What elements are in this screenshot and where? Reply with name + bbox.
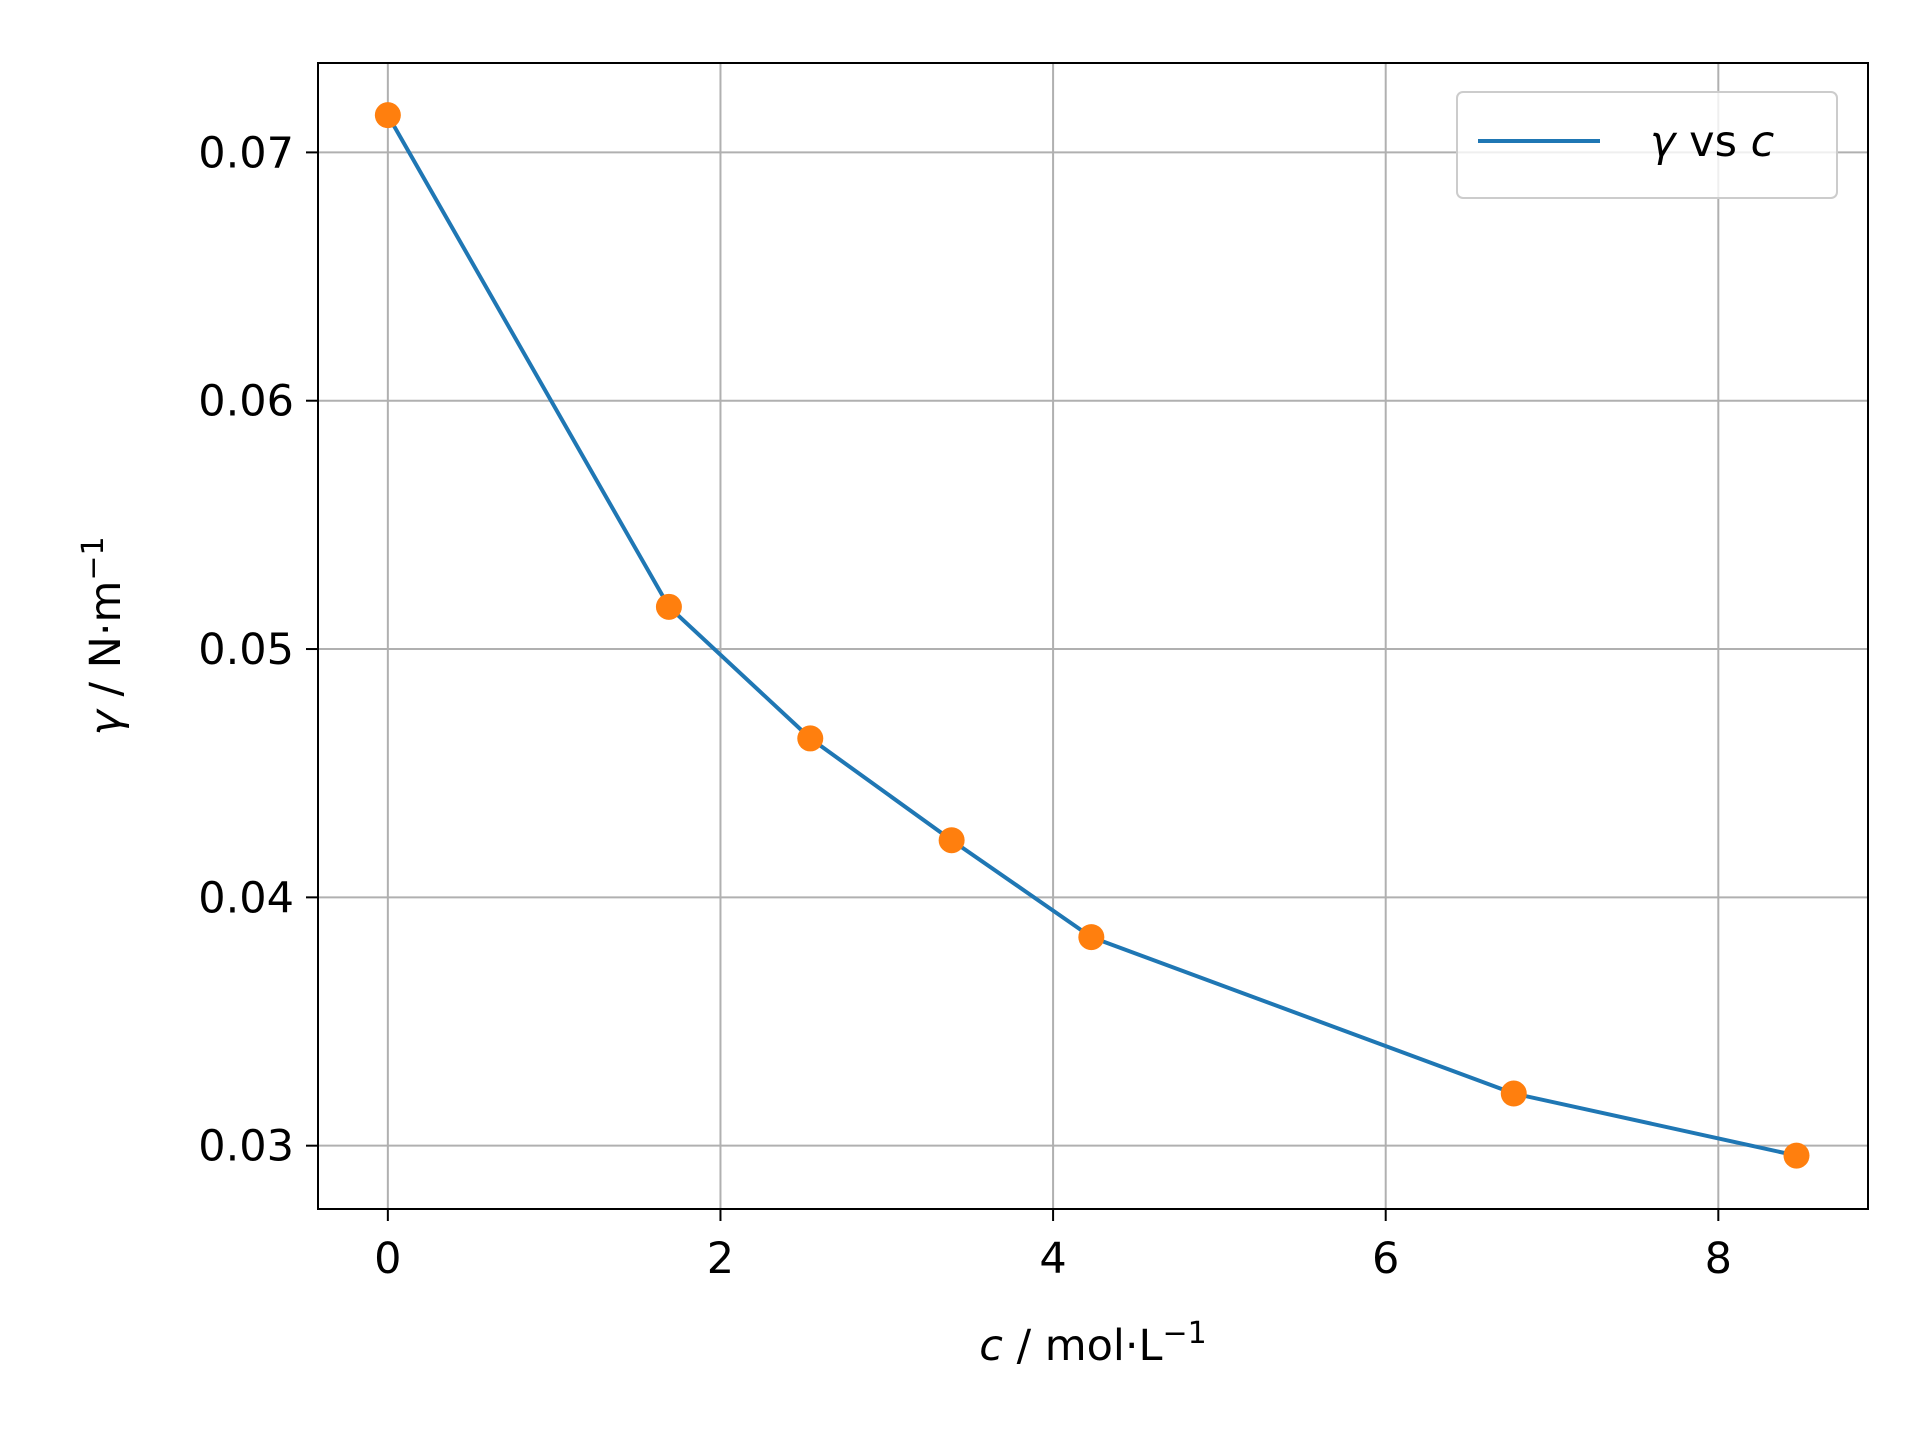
- x-tick-label: 6: [1372, 1234, 1399, 1284]
- y-axis-label-var: γ: [81, 708, 131, 736]
- axes-frame: [317, 62, 1869, 1210]
- data-point: [655, 593, 682, 620]
- y-axis-ticks: 0.03 0.04 0.05 0.06 0.07: [198, 128, 318, 1172]
- x-axis-label-sup: −1: [1163, 1316, 1207, 1351]
- data-point: [797, 725, 824, 752]
- legend-entry-label: γ vs c: [1650, 117, 1775, 167]
- y-tick-label: 0.06: [198, 377, 294, 427]
- legend: γ vs c: [1456, 91, 1838, 199]
- x-axis-label: c / mol·L−1: [979, 1316, 1206, 1371]
- y-axis-label: γ / N·m−1: [76, 536, 131, 735]
- data-point: [1078, 924, 1105, 951]
- y-tick-label: 0.05: [198, 625, 294, 675]
- legend-entry-var-b: c: [1751, 117, 1775, 167]
- y-axis-label-sup: −1: [76, 536, 111, 580]
- data-point: [938, 827, 965, 854]
- data-point: [1500, 1080, 1527, 1107]
- y-tick-label: 0.07: [198, 128, 294, 178]
- x-tick-label: 8: [1705, 1234, 1732, 1284]
- x-axis-label-unit: / mol·L: [1003, 1321, 1163, 1371]
- x-axis-ticks: 0 2 4 6 8: [374, 1209, 1732, 1284]
- legend-box: [1456, 91, 1838, 199]
- legend-entry-var-a: γ: [1650, 117, 1678, 167]
- y-tick-label: 0.03: [198, 1122, 294, 1172]
- legend-entry-mid: vs: [1675, 117, 1750, 167]
- x-axis-label-var: c: [979, 1321, 1003, 1371]
- x-tick-label: 0: [374, 1234, 401, 1284]
- data-point: [374, 102, 401, 129]
- plot-series: [374, 102, 1810, 1169]
- x-tick-label: 4: [1039, 1234, 1066, 1284]
- y-axis-label-unit: / N·m: [81, 581, 131, 711]
- x-tick-label: 2: [707, 1234, 734, 1284]
- data-point: [1783, 1142, 1810, 1169]
- y-tick-label: 0.04: [198, 873, 294, 923]
